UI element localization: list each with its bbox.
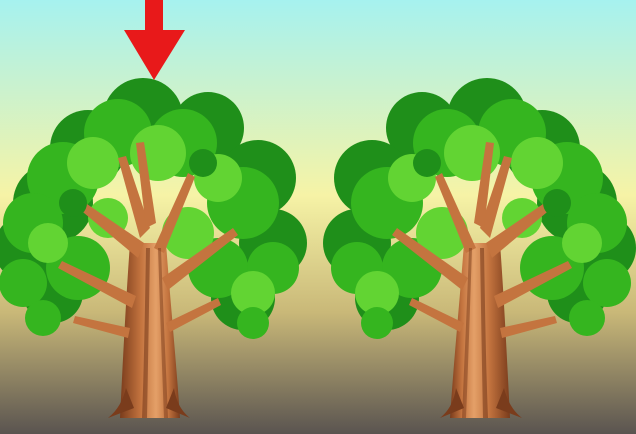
down-arrow-icon bbox=[124, 0, 185, 80]
